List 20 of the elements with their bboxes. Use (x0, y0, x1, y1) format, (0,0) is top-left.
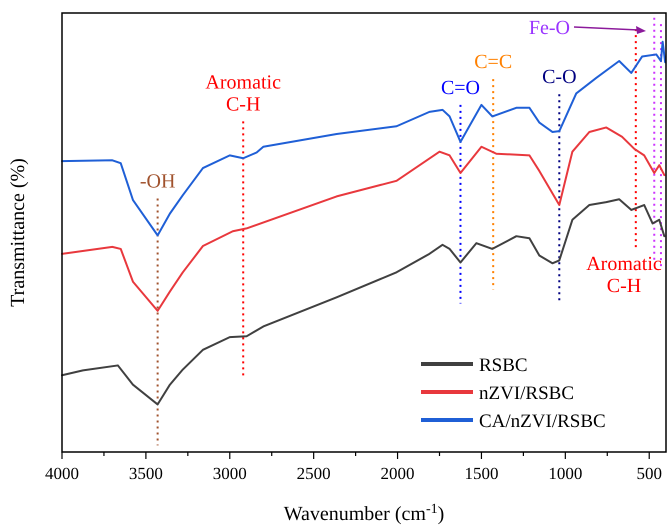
x-tick-label: 2500 (296, 464, 331, 483)
x-tick-label: 2000 (380, 464, 415, 483)
x-tick-label: 500 (636, 464, 662, 483)
legend-label: nZVI/RSBC (479, 383, 574, 404)
ref-line-label: C=O (440, 76, 480, 99)
x-axis-title: Wavenumber (cm$^{-1}$) (284, 502, 444, 525)
ref-line-label: C=C (474, 51, 512, 74)
x-tick-label: 1000 (548, 464, 582, 483)
legend-label: CA/nZVI/RSBC (479, 411, 606, 432)
x-tick-label: 3000 (212, 464, 247, 483)
x-tick-label: 3500 (128, 464, 163, 483)
ref-line-label: Aromatic C-H (205, 71, 282, 116)
ref-line-label: Aromatic C-H (586, 253, 662, 298)
ref-line-label: C-O (542, 66, 577, 88)
y-axis-title: Transmittance (%) (7, 158, 29, 307)
ref-line-label: -OH (140, 170, 176, 192)
legend-label: RSBC (479, 355, 528, 376)
x-tick-label: 4000 (45, 464, 79, 483)
text: Fe-O (528, 17, 570, 39)
x-tick-label: 1500 (464, 464, 498, 483)
